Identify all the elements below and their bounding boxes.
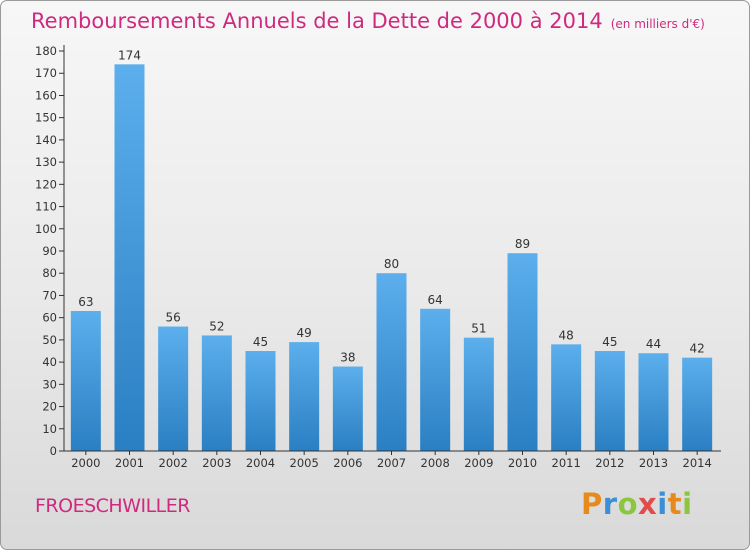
proxiti-logo: Proxiti xyxy=(581,487,693,521)
bar-2005 xyxy=(289,342,320,451)
x-tick-label: 2014 xyxy=(683,456,712,470)
x-tick-label: 2012 xyxy=(595,456,624,470)
bar-value-label: 45 xyxy=(253,335,268,349)
x-tick-label: 2004 xyxy=(246,456,275,470)
bar-2009 xyxy=(463,337,494,451)
y-tick-label: 20 xyxy=(42,400,57,414)
y-tick-label: 180 xyxy=(35,44,57,58)
x-tick-label: 2006 xyxy=(333,456,362,470)
bar-2013 xyxy=(638,353,669,451)
bar-value-label: 174 xyxy=(118,48,141,62)
bar-2012 xyxy=(594,351,625,451)
y-tick-label: 10 xyxy=(42,422,57,436)
bars: 63 174 56 52 45 49 38 80 64 51 89 48 45 44 42 xyxy=(70,48,713,452)
x-axis: 2000 2001 2002 2003 2004 2005 2006 2007 2008 2009… xyxy=(64,450,721,470)
brand-letter: i xyxy=(682,487,693,521)
x-tick-label: 2000 xyxy=(71,456,100,470)
bar-2001 xyxy=(114,64,145,452)
bar-value-label: 89 xyxy=(515,237,530,251)
brand-letter: P xyxy=(581,487,603,521)
bar-2004 xyxy=(245,351,276,451)
bar-value-label: 63 xyxy=(78,295,93,309)
x-tick-label: 2011 xyxy=(552,456,581,470)
y-tick-label: 100 xyxy=(35,222,57,236)
brand-letter: r xyxy=(602,487,618,521)
y-tick-label: 160 xyxy=(35,88,57,102)
y-tick-label: 40 xyxy=(42,355,57,369)
bar-value-label: 48 xyxy=(559,328,574,342)
bar-chart: 0 10 20 30 40 50 60 70 80 90 100 110 120 130 140 150 160… xyxy=(35,44,721,470)
y-tick-label: 30 xyxy=(42,377,57,391)
bar-value-label: 80 xyxy=(384,257,399,271)
y-tick-label: 150 xyxy=(35,111,57,125)
y-tick-label: 140 xyxy=(35,133,57,147)
bar-2008 xyxy=(420,308,451,451)
bar-2010 xyxy=(507,253,538,451)
brand-letter: i xyxy=(657,487,668,521)
x-tick-label: 2005 xyxy=(290,456,319,470)
bar-2000 xyxy=(70,311,101,451)
bar-2003 xyxy=(201,335,232,451)
y-tick-label: 70 xyxy=(42,288,57,302)
brand-letter: t xyxy=(667,487,683,521)
y-tick-label: 90 xyxy=(42,244,57,258)
bar-2011 xyxy=(551,344,582,451)
title-text: Remboursements Annuels de la Dette de 20… xyxy=(31,9,603,33)
bar-value-label: 64 xyxy=(428,293,443,307)
y-tick-label: 80 xyxy=(42,266,57,280)
bar-value-label: 56 xyxy=(166,311,181,325)
y-tick-label: 120 xyxy=(35,177,57,191)
y-tick-label: 50 xyxy=(42,333,57,347)
y-axis: 0 10 20 30 40 50 60 70 80 90 100 110 120 130 140 150 160… xyxy=(35,44,65,458)
x-tick-label: 2008 xyxy=(421,456,450,470)
bar-value-label: 45 xyxy=(602,335,617,349)
bar-value-label: 51 xyxy=(471,322,486,336)
x-tick-label: 2007 xyxy=(377,456,406,470)
chart-title: Remboursements Annuels de la Dette de 20… xyxy=(31,9,705,33)
bar-2002 xyxy=(158,326,189,451)
commune-name: FROESCHWILLER xyxy=(35,495,190,517)
brand-letter: x xyxy=(638,487,658,521)
x-tick-label: 2002 xyxy=(159,456,188,470)
bar-2014 xyxy=(682,357,713,451)
bar-value-label: 52 xyxy=(209,319,224,333)
y-tick-label: 0 xyxy=(50,444,57,458)
bar-2006 xyxy=(332,366,363,451)
y-tick-label: 60 xyxy=(42,311,57,325)
x-tick-label: 2003 xyxy=(202,456,231,470)
bar-2007 xyxy=(376,273,407,451)
brand-letter: o xyxy=(617,487,639,521)
unit-note: (en milliers d'€) xyxy=(610,17,705,31)
x-tick-label: 2009 xyxy=(464,456,493,470)
y-tick-label: 110 xyxy=(35,200,57,214)
x-tick-label: 2001 xyxy=(115,456,144,470)
bar-value-label: 44 xyxy=(646,337,661,351)
x-tick-label: 2010 xyxy=(508,456,537,470)
y-tick-label: 170 xyxy=(35,66,57,80)
y-tick-label: 130 xyxy=(35,155,57,169)
bar-value-label: 42 xyxy=(690,342,705,356)
x-tick-label: 2013 xyxy=(639,456,668,470)
bar-value-label: 49 xyxy=(297,326,312,340)
bar-value-label: 38 xyxy=(340,351,355,365)
